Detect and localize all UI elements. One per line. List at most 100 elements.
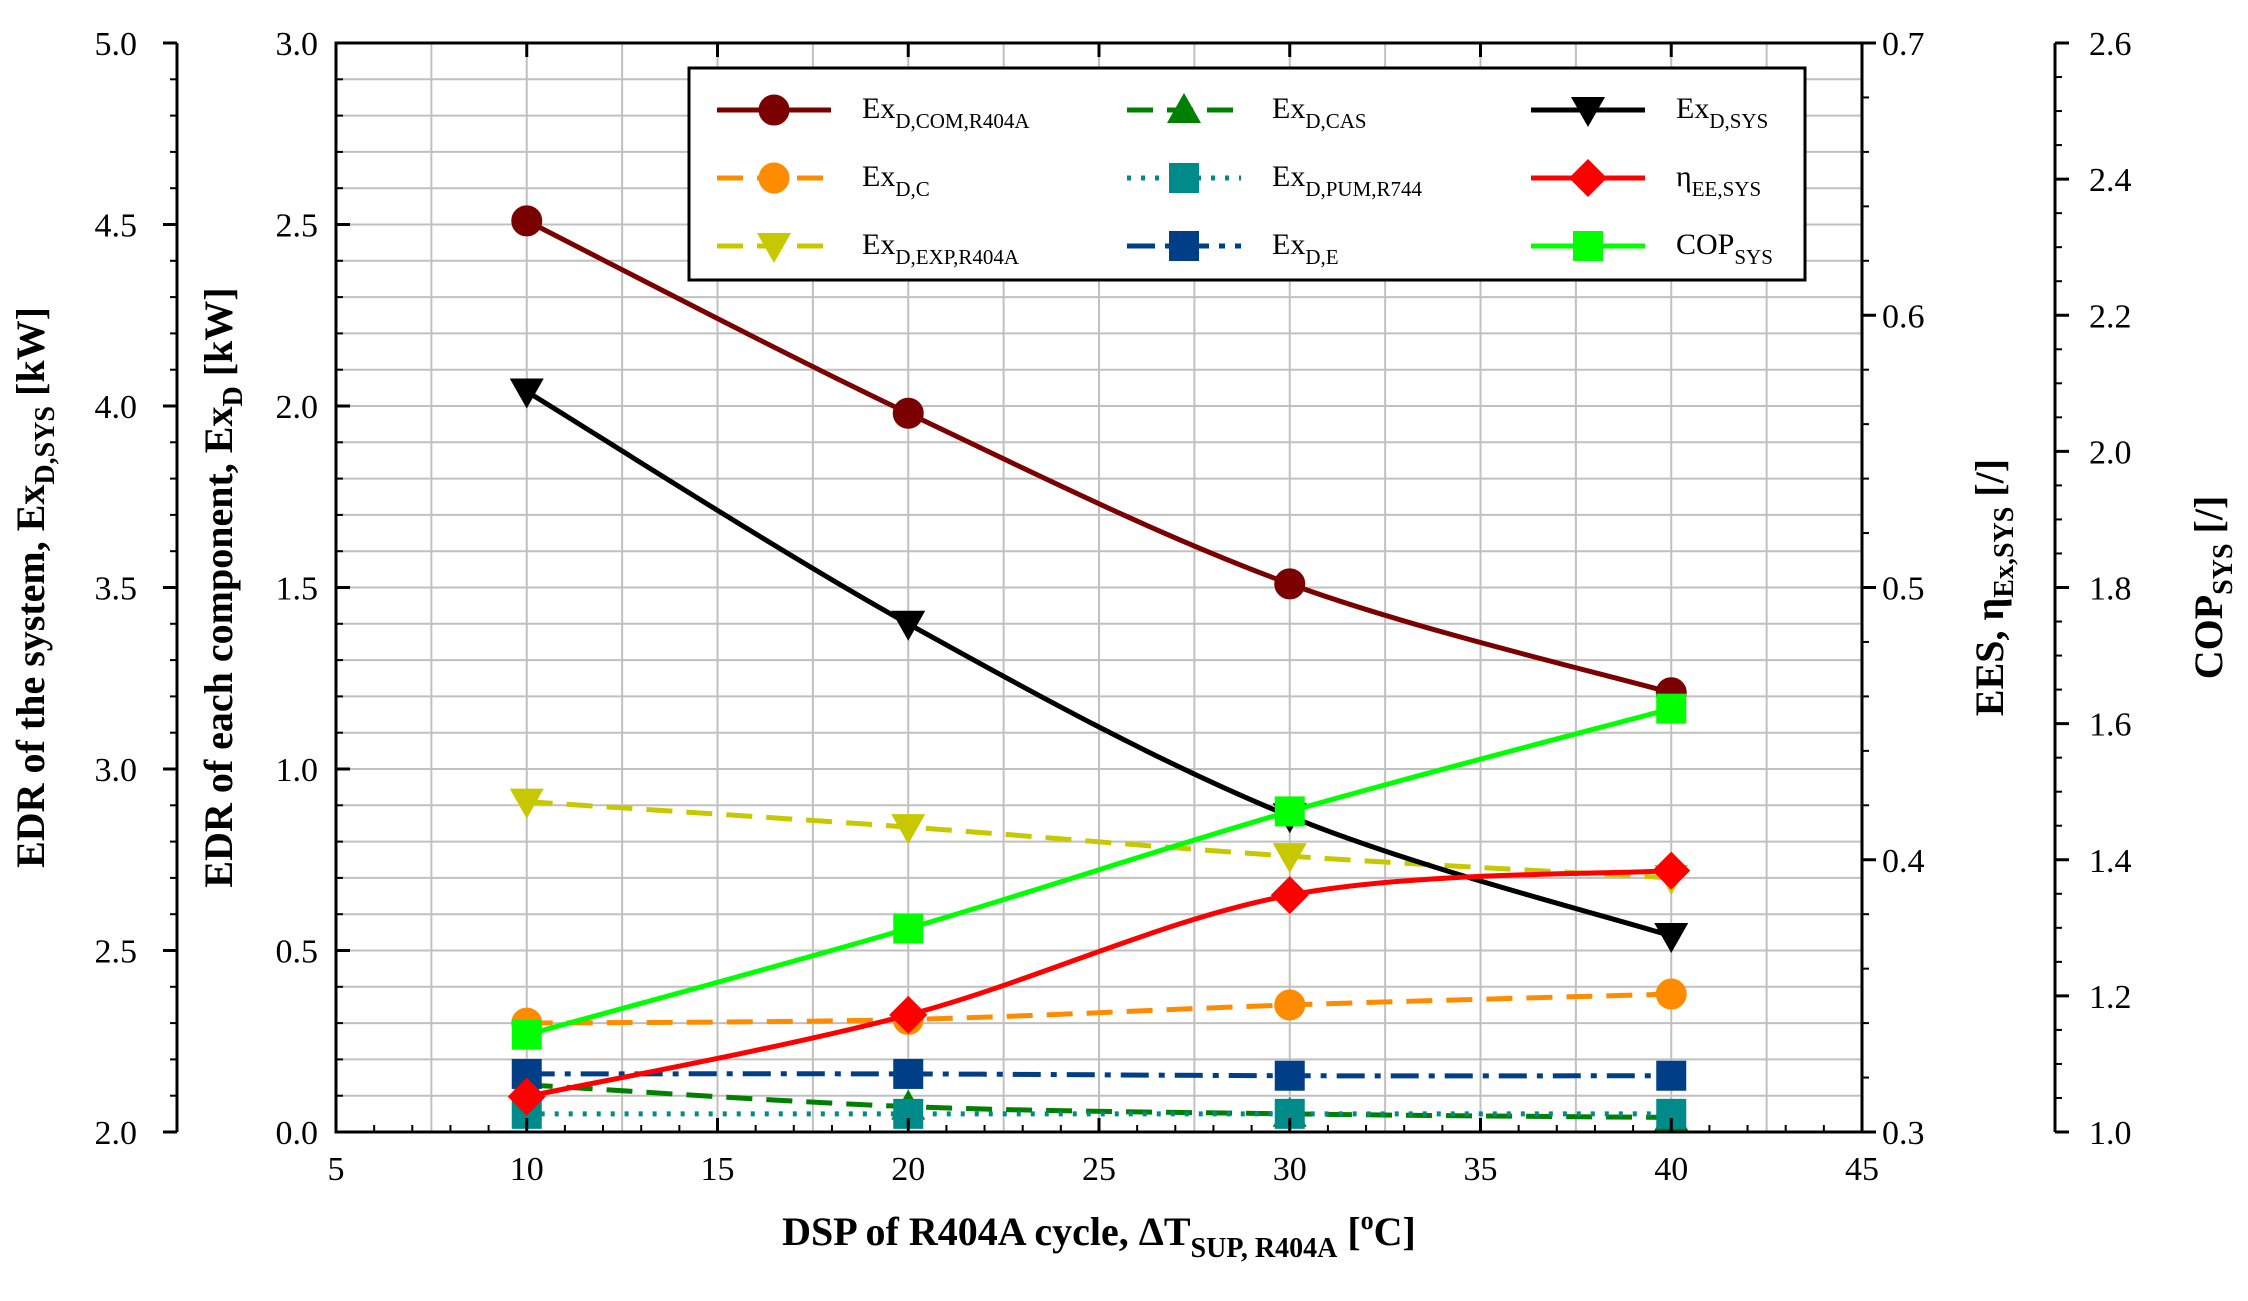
component-tick-label: 3.0 [276,26,319,63]
component-tick-label: 2.0 [276,389,319,426]
data-point-ex-d-exp-r404a [891,814,926,845]
series-line-ex-d-exp-r404a [526,799,1672,881]
legend-marker-ex-d-exp-r404a [757,233,791,263]
data-point-ex-d-com-r404a [511,205,543,237]
data-point-ex-d-com-r404a [1274,568,1306,600]
data-point-ee-sys [889,995,928,1034]
legend-marker-ex-d-sys [1571,97,1605,127]
data-point-cop-sys [893,913,924,944]
ees-tick-label: 0.5 [1882,571,1925,608]
legend-label-ex-d-e: ExD,E [1272,228,1339,269]
ees-tick-label: 0.7 [1882,26,1925,63]
data-point-ex-d-com-r404a [892,397,924,429]
data-point-ex-d-sys [891,610,926,641]
legend-marker-cop-sys [1573,231,1603,261]
legend-entry-ex-d-exp-r404a: ExD,EXP,R404A [717,228,1020,269]
data-point-cop-sys [511,1019,542,1050]
data-point-cop-sys [1656,693,1687,724]
legend-entry-ex-d-c: ExD,C [717,160,930,201]
system-tick-label: 5.0 [95,26,138,63]
legend-marker-ex-d-cas [1167,93,1201,123]
cop-tick-label: 1.2 [2089,979,2132,1016]
series-line-ex-d-c [526,991,1672,1026]
axes: 5 10 15 20 25 30 35 40 45 DSP of R404A cycle, ΔTS… [8,26,2239,1264]
series-line-ee-sys [526,868,1672,1100]
legend-marker-ex-d-pum-r744 [1169,163,1199,193]
series-line-ex-d-sys [525,389,1672,939]
component-axis-title-group: EDR of each component, ExD [kW] [196,287,249,887]
system-tick-label: 3.5 [95,571,138,608]
x-tick-label: 25 [1082,1151,1116,1188]
legend-entry-ex-d-com-r404a: ExD,COM,R404A [717,92,1030,133]
legend-label-ex-d-sys: ExD,SYS [1676,92,1768,133]
data-point-ex-d-sys [509,378,544,409]
data-point-cop-sys [1274,796,1305,827]
legend-marker-ex-d-e [1169,231,1199,261]
system-tick-label: 3.0 [95,752,138,789]
component-tick-label: 0.0 [276,1115,319,1152]
data-point-ee-sys [507,1077,546,1116]
series-ex-d-pum-r744 [511,1098,1687,1129]
legend-label-ex-d-com-r404a: ExD,COM,R404A [862,92,1030,133]
legend-label-ex-d-cas: ExD,CAS [1272,92,1367,133]
series-line-ex-d-cas [526,1082,1672,1120]
legend-label-cop-sys: COPSYS [1676,228,1773,269]
data-point-ex-d-exp-r404a [1272,843,1307,874]
x-tick-label: 5 [328,1151,345,1188]
component-tick-label: 1.5 [276,571,319,608]
data-point-ex-d-c [1655,978,1687,1010]
data-point-ex-d-e [1274,1060,1305,1091]
data-point-ex-d-e [893,1058,924,1089]
cop-tick-label: 2.0 [2089,434,2132,471]
x-tick-label: 10 [510,1151,544,1188]
system-axis-title-group: EDR of the system, ExD,SYS [kW] [8,307,61,868]
legend-marker-ee-sys [1569,159,1607,197]
legend: ExD,COM,R404A ExD,CAS ExD,SYS ExD,C ExD,PUM,… [687,66,1807,282]
x-tick-label: 40 [1654,1151,1688,1188]
system-tick-label: 4.0 [95,389,138,426]
ees-axis-title: EES, ηEx,SYS [/] [1967,459,2020,716]
ees-tick-label: 0.6 [1882,298,1925,335]
x-tick-label: 20 [891,1151,925,1188]
legend-entry-cop-sys: COPSYS [1531,228,1773,269]
x-tick-label: 45 [1845,1151,1879,1188]
x-tick-label: 30 [1273,1151,1307,1188]
legend-entry-ex-d-cas: ExD,CAS [1127,92,1367,133]
legend-entry-ee-sys: ηEE,SYS [1531,159,1761,201]
series-ex-d-e [511,1058,1687,1091]
system-axis-title: EDR of the system, ExD,SYS [kW] [8,307,61,868]
x-tick-label: 35 [1464,1151,1498,1188]
series-line-ex-d-e [526,1071,1672,1079]
data-point-ee-sys [1652,851,1691,890]
legend-label-ex-d-pum-r744: ExD,PUM,R744 [1272,160,1423,201]
system-tick-label: 2.5 [95,934,138,971]
cop-tick-label: 1.4 [2089,843,2132,880]
legend-entry-ex-d-e: ExD,E [1127,228,1339,269]
series-ee-sys [507,851,1691,1116]
data-point-ex-d-e [1656,1060,1687,1091]
x-tick-label: 15 [701,1151,735,1188]
cop-tick-label: 2.4 [2089,162,2132,199]
data-point-ex-d-c [1274,989,1306,1021]
ees-tick-label: 0.3 [1882,1115,1925,1152]
cop-tick-label: 1.8 [2089,571,2132,608]
cop-tick-label: 1.6 [2089,707,2132,744]
series-line-cop-sys [526,706,1672,1038]
legend-label-ee-sys: ηEE,SYS [1676,160,1761,201]
cop-axis-title-group: COPSYS [/] [2186,496,2239,680]
data-point-ee-sys [1270,876,1309,915]
data-point-ex-d-exp-r404a [509,788,544,819]
component-tick-label: 1.0 [276,752,319,789]
legend-label-ex-d-exp-r404a: ExD,EXP,R404A [862,228,1020,269]
legend-marker-ex-d-com-r404a [758,94,790,126]
cop-tick-label: 2.2 [2089,298,2132,335]
component-tick-label: 0.5 [276,934,319,971]
component-axis-title: EDR of each component, ExD [kW] [196,287,249,887]
legend-label-ex-d-c: ExD,C [862,160,930,201]
legend-entry-ex-d-pum-r744: ExD,PUM,R744 [1127,160,1423,201]
system-tick-label: 4.5 [95,208,138,245]
legend-entry-ex-d-sys: ExD,SYS [1531,92,1768,133]
data-point-ex-d-sys [1654,922,1689,953]
series-layer [507,205,1691,1131]
